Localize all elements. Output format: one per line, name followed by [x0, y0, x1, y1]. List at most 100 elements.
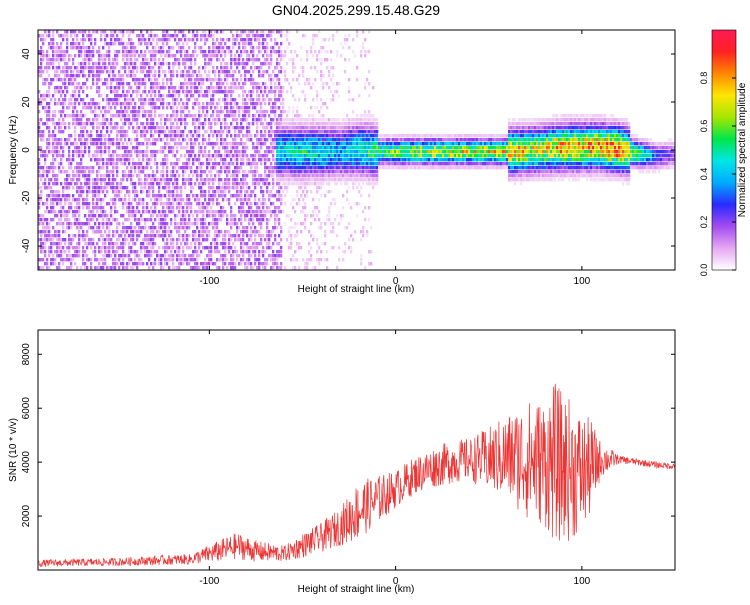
- heat-cell: [118, 194, 121, 198]
- heat-cell: [194, 102, 197, 106]
- heat-cell: [310, 138, 313, 142]
- heat-cell: [274, 38, 277, 42]
- heat-cell: [284, 54, 287, 58]
- heat-cell: [46, 50, 49, 54]
- heat-cell: [260, 218, 263, 222]
- heat-cell: [210, 166, 213, 170]
- heat-cell: [60, 50, 63, 54]
- heat-cell: [252, 50, 255, 54]
- heat-cell: [144, 126, 147, 130]
- heat-cell: [268, 102, 271, 106]
- heat-cell: [118, 158, 121, 162]
- heat-cell: [160, 130, 163, 134]
- heat-cell: [112, 158, 115, 162]
- heat-cell: [176, 122, 179, 126]
- heat-cell: [138, 150, 141, 154]
- heat-cell: [188, 202, 191, 206]
- heat-cell: [256, 258, 259, 262]
- heat-cell: [130, 110, 133, 114]
- heat-cell: [148, 162, 151, 166]
- heat-cell: [176, 134, 179, 138]
- heat-cell: [42, 214, 45, 218]
- heat-cell: [142, 166, 145, 170]
- heat-cell: [62, 170, 65, 174]
- heat-cell: [130, 226, 133, 230]
- heat-cell: [60, 130, 63, 134]
- heat-cell: [280, 54, 283, 58]
- heat-cell: [160, 202, 163, 206]
- heat-cell: [286, 34, 289, 38]
- heat-cell: [150, 206, 153, 210]
- heat-cell: [96, 78, 99, 82]
- heat-cell: [66, 50, 69, 54]
- heat-cell: [144, 166, 147, 170]
- heat-cell: [66, 178, 69, 182]
- heat-cell: [138, 226, 141, 230]
- heat-cell: [296, 54, 299, 58]
- heat-cell: [254, 174, 257, 178]
- heat-cell: [118, 42, 121, 46]
- heat-cell: [306, 122, 309, 126]
- heat-cell: [182, 250, 185, 254]
- heat-cell: [112, 186, 115, 190]
- heat-cell: [238, 58, 241, 62]
- heat-cell: [288, 230, 291, 234]
- heat-cell: [228, 198, 231, 202]
- heat-cell: [132, 74, 135, 78]
- heat-cell: [88, 182, 91, 186]
- heat-cell: [66, 222, 69, 226]
- heat-cell: [222, 194, 225, 198]
- heat-cell: [220, 70, 223, 74]
- heat-cell: [280, 146, 283, 150]
- heat-cell: [126, 30, 129, 34]
- heat-cell: [284, 130, 287, 134]
- heat-cell: [210, 206, 213, 210]
- heat-cell: [236, 154, 239, 158]
- heat-cell: [104, 38, 107, 42]
- heat-cell: [38, 130, 41, 134]
- heat-cell: [94, 222, 97, 226]
- heat-cell: [140, 122, 143, 126]
- heat-cell: [212, 154, 215, 158]
- heat-cell: [282, 162, 285, 166]
- heat-cell: [56, 122, 59, 126]
- heat-cell: [76, 166, 79, 170]
- heat-cell: [90, 138, 93, 142]
- heat-cell: [66, 38, 69, 42]
- heat-cell: [212, 186, 215, 190]
- heat-cell: [254, 182, 257, 186]
- heat-cell: [118, 110, 121, 114]
- heat-cell: [250, 50, 253, 54]
- heat-cell: [220, 206, 223, 210]
- heat-cell: [86, 142, 89, 146]
- heat-cell: [106, 238, 109, 242]
- heat-cell: [174, 86, 177, 90]
- heat-cell: [68, 126, 71, 130]
- heat-cell: [298, 150, 301, 154]
- heat-cell: [108, 222, 111, 226]
- heat-cell: [132, 46, 135, 50]
- heat-cell: [154, 50, 157, 54]
- heat-cell: [276, 98, 279, 102]
- heat-cell: [272, 146, 275, 150]
- heat-cell: [294, 126, 297, 130]
- heat-cell: [280, 158, 283, 162]
- heat-cell: [56, 182, 59, 186]
- heat-cell: [164, 38, 167, 42]
- heat-cell: [94, 66, 97, 70]
- heat-cell: [96, 186, 99, 190]
- heat-cell: [272, 186, 275, 190]
- heat-cell: [170, 146, 173, 150]
- heat-cell: [150, 126, 153, 130]
- heat-cell: [122, 162, 125, 166]
- heat-cell: [170, 222, 173, 226]
- heat-cell: [152, 226, 155, 230]
- heat-cell: [90, 86, 93, 90]
- heat-cell: [178, 250, 181, 254]
- heat-cell: [52, 158, 55, 162]
- heat-cell: [196, 38, 199, 42]
- heat-cell: [170, 70, 173, 74]
- heat-cell: [112, 262, 115, 266]
- heat-cell: [84, 62, 87, 66]
- heat-cell: [44, 218, 47, 222]
